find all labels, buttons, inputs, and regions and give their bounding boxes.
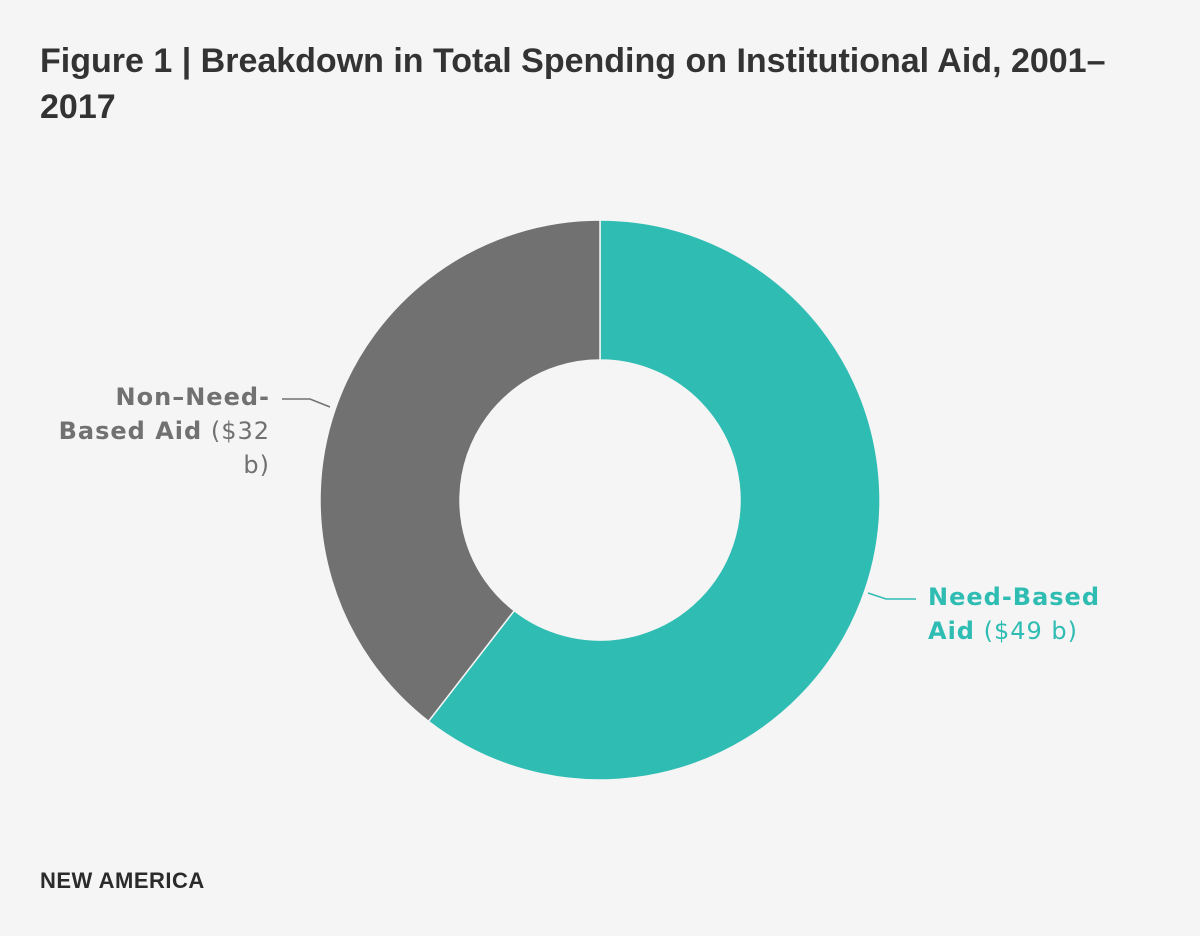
slice-need-based-aid[interactable] <box>427 219 881 781</box>
label-non-need-based-aid: Non–Need- Based Aid ($32 b) <box>59 380 270 482</box>
label-need-based-aid: Need-Based Aid ($49 b) <box>928 580 1100 648</box>
slice-non-need-based-aid[interactable] <box>319 219 601 723</box>
label-need-name-line2: Aid <box>928 617 975 645</box>
label-non-need-value-part1: ($32 <box>210 417 270 445</box>
brand-footer: NEW AMERICA <box>40 868 205 893</box>
label-non-need-name-line1: Non–Need- <box>115 383 270 411</box>
label-non-need-value-part2: b) <box>243 451 270 479</box>
label-need-value: ($49 b) <box>983 617 1079 645</box>
leader-line-non-need-based <box>282 398 331 408</box>
label-need-name-line1: Need-Based <box>928 583 1101 611</box>
leader-line-need-based <box>867 592 916 600</box>
label-non-need-name-line2: Based Aid <box>58 417 203 445</box>
chart-title: Figure 1 | Breakdown in Total Spending o… <box>40 42 1106 126</box>
